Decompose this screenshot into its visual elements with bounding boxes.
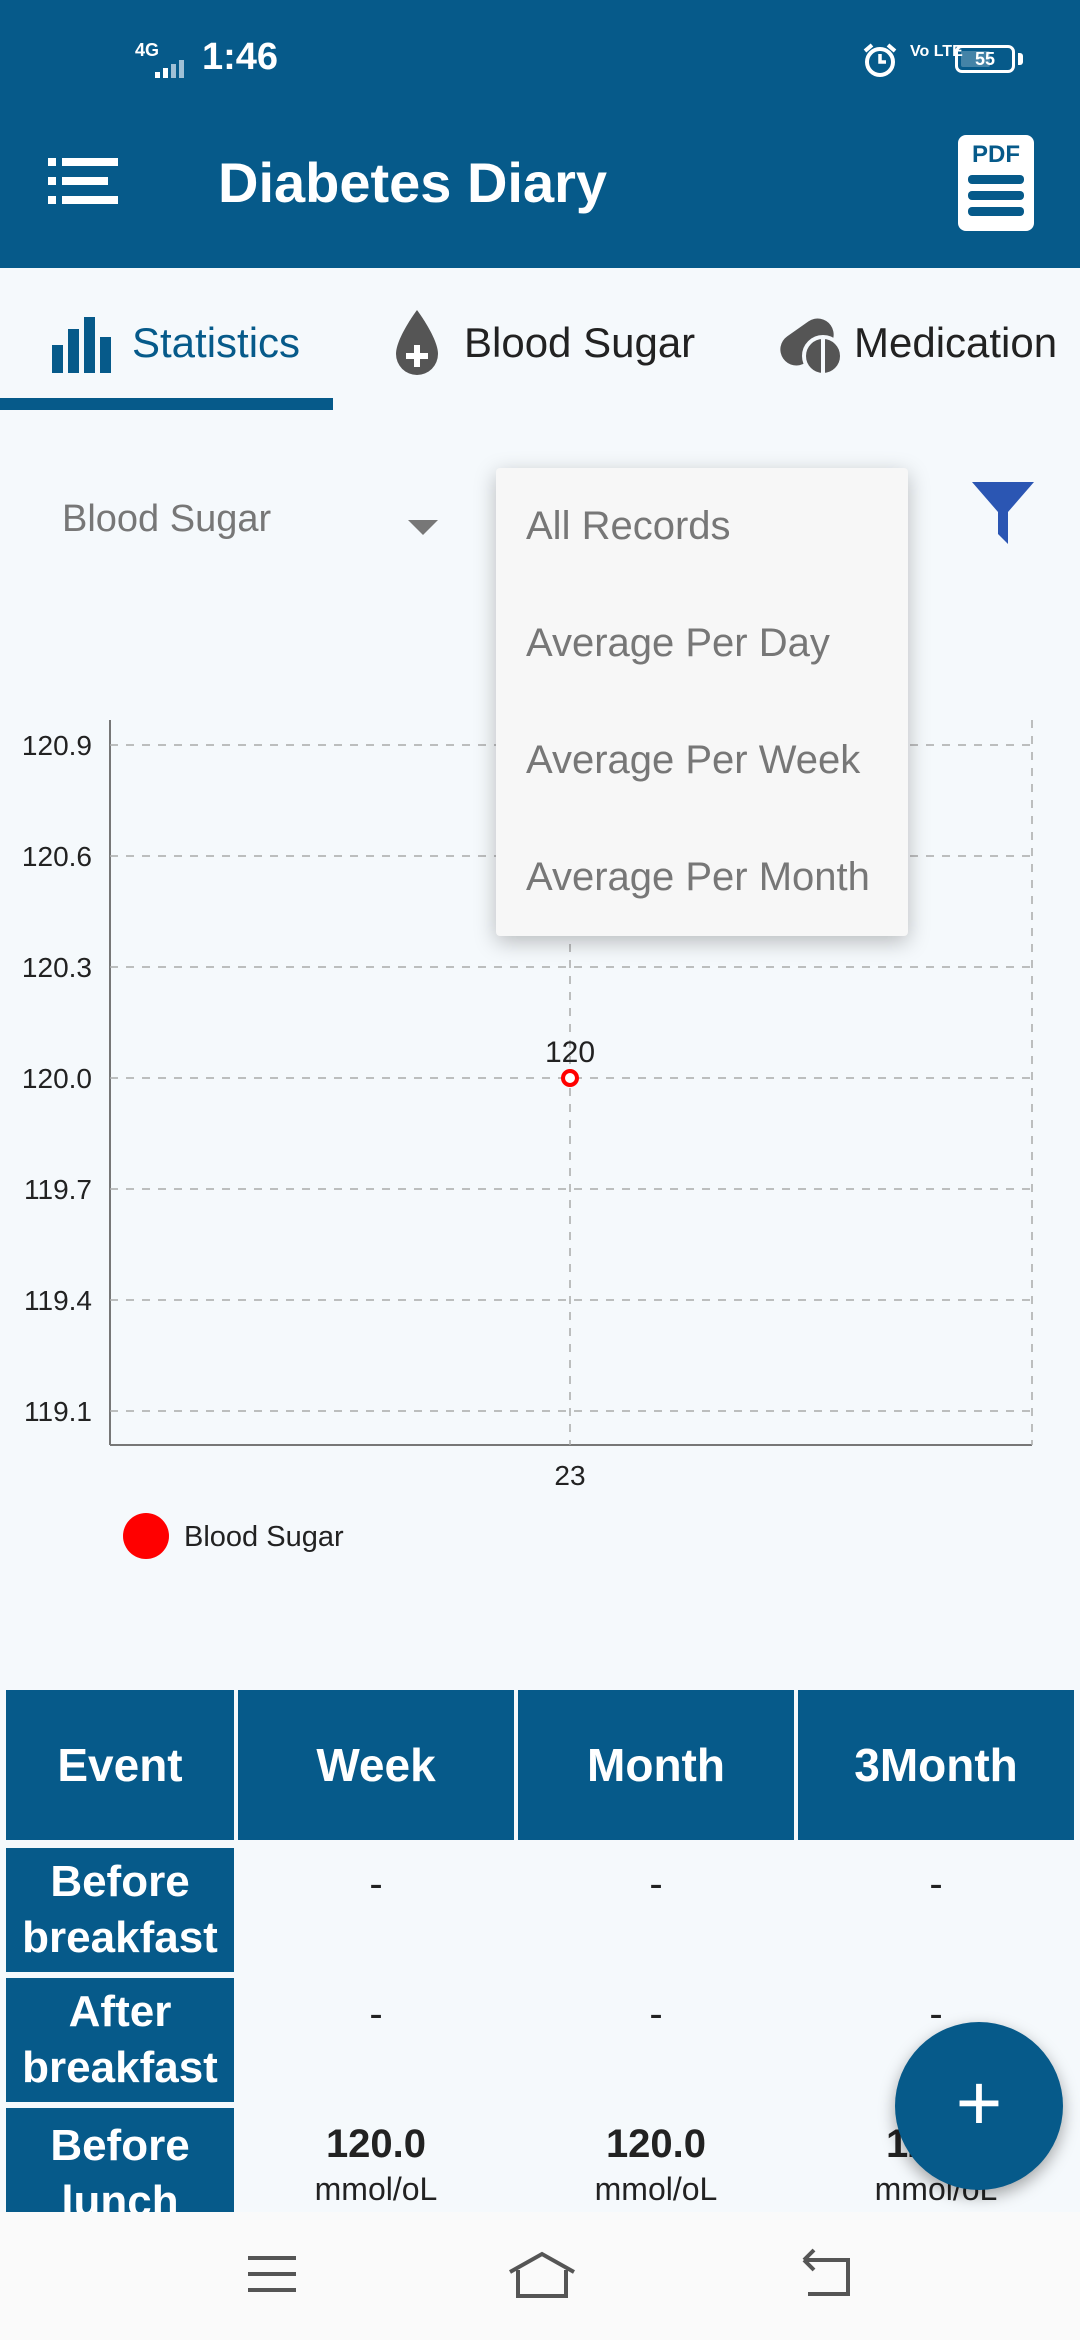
alarm-icon [863, 43, 897, 77]
period-dropdown-menu: All Records Average Per Day Average Per … [496, 468, 908, 936]
cell-3month: - [929, 1862, 943, 1906]
tab-medication-label: Medication [854, 319, 1058, 366]
y-tick-label: 120.3 [22, 952, 92, 983]
network-type: 4G [135, 40, 160, 60]
option-average-per-month[interactable]: Average Per Month [526, 855, 870, 899]
cell-week: - [369, 1992, 383, 2036]
cell-month: - [649, 1862, 663, 1906]
cell-month: - [649, 1992, 663, 2036]
tab-blood-sugar[interactable]: Blood Sugar [392, 308, 695, 378]
cell-week: 120.0 mmol/oL [238, 2122, 514, 2208]
cell-week: - [369, 1862, 383, 1906]
option-average-per-week[interactable]: Average Per Week [526, 738, 861, 782]
x-tick-label: 23 [554, 1460, 585, 1491]
battery-level: 55 [974, 49, 996, 69]
dropdown-arrow-icon[interactable] [408, 520, 438, 535]
filter-icon[interactable] [970, 480, 1036, 546]
cell-3month: - [929, 1992, 943, 2036]
y-tick-label: 119.7 [24, 1174, 92, 1205]
pills-icon [780, 318, 844, 377]
system-nav-bar [0, 2212, 1080, 2340]
row-label-before-breakfast: Before breakfast [6, 1848, 234, 1972]
header-week: Week [238, 1690, 514, 1840]
option-average-per-day[interactable]: Average Per Day [526, 621, 830, 665]
active-tab-indicator [0, 398, 333, 410]
status-time: 1:46 [202, 36, 279, 78]
back-icon[interactable] [796, 2248, 856, 2300]
y-tick-label: 120.9 [22, 730, 92, 761]
row-label-after-breakfast: After breakfast [6, 1978, 234, 2102]
y-tick-label: 120.6 [22, 841, 92, 872]
bar-chart-icon [52, 317, 111, 373]
battery-tip [1018, 53, 1023, 65]
y-tick-label: 120.0 [22, 1063, 92, 1094]
cell-value: 120.0 [605, 2122, 707, 2166]
cell-unit: mmol/oL [594, 2171, 718, 2207]
cell-value: 120.0 [325, 2122, 427, 2166]
tab-bar: Statistics Blood Sugar Medication [0, 268, 1080, 412]
legend-marker [123, 1513, 169, 1559]
recents-menu-icon[interactable] [244, 2248, 300, 2300]
header-3month: 3Month [798, 1690, 1074, 1840]
app-bar: 4G 1:46 Vo LTE 55 Diabetes Diary PDF [0, 0, 1080, 268]
pdf-export-button[interactable]: PDF [958, 135, 1034, 231]
legend-label: Blood Sugar [184, 1521, 344, 1553]
battery-icon: 55 [955, 45, 1015, 73]
tab-statistics[interactable]: Statistics [50, 308, 300, 378]
y-tick-label: 119.4 [24, 1285, 92, 1316]
cell-month: 120.0 mmol/oL [518, 2122, 794, 2208]
cell-unit: mmol/oL [314, 2171, 438, 2207]
app-title: Diabetes Diary [218, 151, 608, 214]
pdf-label: PDF [972, 141, 1020, 168]
signal-icon [155, 60, 184, 78]
menu-icon[interactable] [48, 156, 118, 206]
option-all-records[interactable]: All Records [526, 504, 731, 548]
row-label-before-lunch: Before lunch [6, 2108, 234, 2212]
data-label: 120 [545, 1036, 595, 1069]
volte-indicator: Vo LTE [910, 43, 963, 60]
home-icon[interactable] [506, 2248, 578, 2300]
tab-statistics-label: Statistics [132, 319, 301, 366]
header-month: Month [518, 1690, 794, 1840]
header-event: Event [6, 1690, 234, 1840]
document-lines-icon [968, 175, 1024, 216]
data-point [561, 1069, 579, 1087]
record-type-select[interactable]: Blood Sugar [62, 498, 272, 540]
y-tick-label: 119.1 [24, 1396, 92, 1427]
tab-medication[interactable]: Medication [776, 308, 1057, 378]
tab-blood-sugar-label: Blood Sugar [464, 319, 696, 366]
blood-drop-plus-icon [396, 310, 438, 375]
add-record-button[interactable]: + [895, 2022, 1063, 2190]
